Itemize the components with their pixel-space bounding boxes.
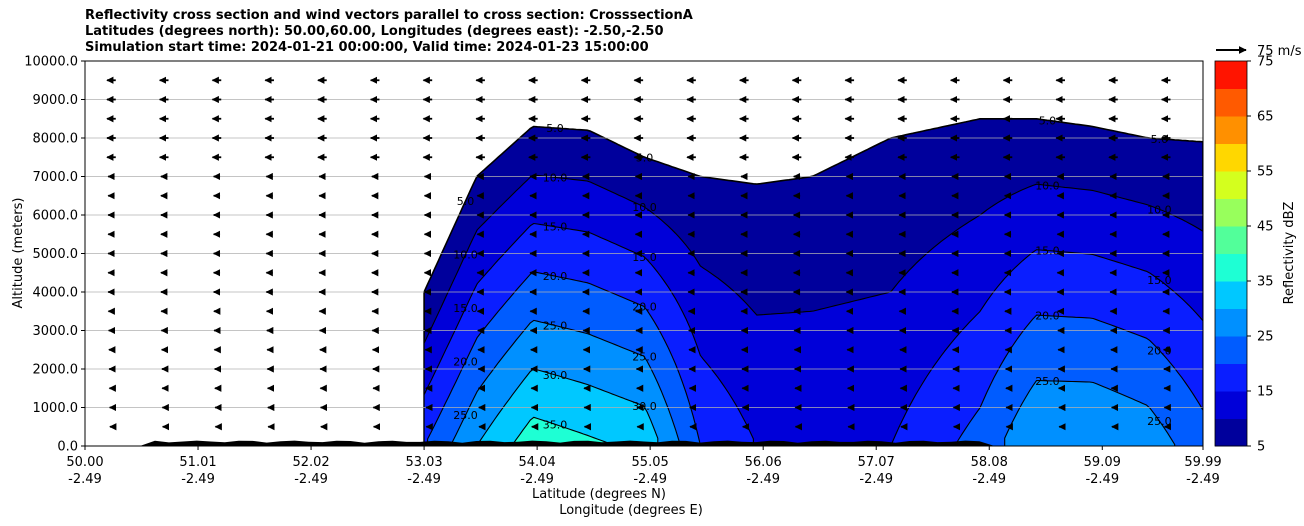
- colorbar-band: [1215, 61, 1247, 89]
- x-tick-label-lon: -2.49: [68, 472, 102, 487]
- colorbar-band: [1215, 226, 1247, 254]
- title-line-1: Reflectivity cross section and wind vect…: [85, 8, 693, 23]
- y-tick-label: 8000.0: [33, 132, 79, 147]
- colorbar-band: [1215, 88, 1247, 117]
- contour-label: 25.0: [453, 409, 478, 422]
- x-tick-label-lat: 56.06: [745, 455, 782, 470]
- colorbar: 5 15 25 35 45 55 65 75: [1214, 55, 1274, 455]
- contour-label: 15.0: [543, 221, 568, 234]
- contour-label: 10.0: [543, 171, 568, 184]
- contour-label: 5.0: [1039, 114, 1057, 127]
- colorbar-band: [1215, 143, 1247, 172]
- x-tick-label-lon: -2.49: [407, 472, 441, 487]
- y-tick-label: 7000.0: [33, 170, 79, 185]
- x-tick-label-lat: 57.07: [858, 455, 895, 470]
- contour-label: 30.0: [632, 400, 657, 413]
- y-tick-label: 9000.0: [33, 93, 79, 108]
- x-tick-label-lat: 52.02: [292, 455, 329, 470]
- wind-vectors: [106, 76, 1172, 431]
- y-tick-label: 10000.0: [24, 55, 78, 70]
- y-axis: 0.0 1000.0 2000.0 3000.0 4000.0 5000.0 6000.0 7…: [24, 55, 85, 455]
- quiver-key: 75 m/s: [1216, 44, 1302, 59]
- x-tick-label-lat: 51.01: [179, 455, 216, 470]
- contour-label: 10.0: [453, 249, 478, 262]
- x-tick-label-lon: -2.49: [1085, 472, 1119, 487]
- y-axis-label: Altitude (meters): [11, 198, 26, 309]
- x-axis: 50.00 -2.49 51.01 -2.49 52.02 -2.49 53.03 -2.49…: [66, 446, 1222, 487]
- colorbar-tick-label: 65: [1257, 110, 1274, 125]
- colorbar-band: [1215, 116, 1247, 144]
- contour-label: 15.0: [1147, 274, 1172, 287]
- x-tick-label-lon: -2.49: [520, 472, 554, 487]
- terrain: [85, 440, 1203, 446]
- x-tick-label-lon: -2.49: [972, 472, 1006, 487]
- reflectivity-fill: [85, 118, 1203, 446]
- x-tick-label-lon: -2.49: [859, 472, 893, 487]
- contour-label: 20.0: [453, 356, 478, 369]
- chart-title: Reflectivity cross section and wind vect…: [85, 8, 693, 56]
- x-tick-label-lat: 54.04: [519, 455, 556, 470]
- x-tick-label-lon: -2.49: [294, 472, 328, 487]
- colorbar-tick-label: 5: [1257, 440, 1265, 455]
- colorbar-tick-label: 35: [1257, 275, 1274, 290]
- y-tick-label: 5000.0: [33, 247, 79, 262]
- x-axis-label-2: Longitude (degrees E): [559, 503, 703, 518]
- contour-label: 35.0: [543, 418, 568, 431]
- y-tick-label: 2000.0: [33, 363, 79, 378]
- y-tick-label: 1000.0: [33, 401, 79, 416]
- title-line-3: Simulation start time: 2024-01-21 00:00:…: [85, 40, 649, 55]
- y-tick-label: 6000.0: [33, 209, 79, 224]
- colorbar-tick-label: 55: [1257, 165, 1274, 180]
- x-tick-label-lon: -2.49: [633, 472, 667, 487]
- colorbar-frame: [1214, 60, 1248, 447]
- contour-label: 5.0: [1151, 133, 1169, 146]
- x-tick-label-lon: -2.49: [746, 472, 780, 487]
- x-tick-label-lon: -2.49: [1186, 472, 1220, 487]
- quiver-key-label: 75 m/s: [1257, 44, 1302, 59]
- colorbar-tick-label: 15: [1257, 385, 1274, 400]
- colorbar-band: [1215, 336, 1247, 364]
- x-tick-label-lat: 50.00: [66, 455, 103, 470]
- x-tick-label-lon: -2.49: [181, 472, 215, 487]
- contour-label: 25.0: [543, 320, 568, 333]
- contour-label: 30.0: [543, 369, 568, 382]
- contour-label: 25.0: [1035, 375, 1060, 388]
- y-tick-label: 4000.0: [33, 286, 79, 301]
- contour-label: 20.0: [1035, 310, 1060, 323]
- colorbar-band: [1215, 281, 1247, 309]
- colorbar-band: [1215, 253, 1247, 282]
- contour-label: 10.0: [632, 201, 657, 214]
- x-tick-label-lat: 59.09: [1084, 455, 1121, 470]
- y-tick-label: 0.0: [57, 440, 78, 455]
- contour-label: 5.0: [546, 122, 564, 135]
- colorbar-tick-label: 75: [1257, 55, 1274, 70]
- colorbar-tick-label: 25: [1257, 330, 1274, 345]
- contour-label: 20.0: [1147, 344, 1172, 357]
- x-tick-label-lat: 58.08: [971, 455, 1008, 470]
- colorbar-band: [1215, 363, 1247, 392]
- y-tick-label: 3000.0: [33, 324, 79, 339]
- colorbar-band: [1215, 171, 1247, 199]
- colorbar-label: Reflectivity dBZ: [1282, 202, 1297, 305]
- contour-label: 10.0: [1035, 179, 1060, 192]
- title-line-2: Latitudes (degrees north): 50.00,60.00, …: [85, 24, 664, 39]
- x-tick-label-lat: 53.03: [405, 455, 442, 470]
- contour-label: 25.0: [632, 350, 657, 363]
- contour-label: 15.0: [453, 302, 478, 315]
- colorbar-tick-label: 45: [1257, 220, 1274, 235]
- colorbar-band: [1215, 198, 1247, 227]
- contour-label: 15.0: [1035, 245, 1060, 258]
- x-tick-label-lat: 59.99: [1184, 455, 1221, 470]
- contour-label: 25.0: [1147, 415, 1172, 428]
- contour-labels: 5.05.05.05.05.010.010.010.010.010.015.01…: [453, 114, 1171, 431]
- contour-label: 20.0: [543, 270, 568, 283]
- colorbar-band: [1215, 308, 1247, 337]
- x-tick-label-lat: 55.05: [632, 455, 669, 470]
- x-axis-label: Latitude (degrees N): [532, 487, 666, 502]
- colorbar-band: [1215, 418, 1247, 447]
- contour-label: 5.0: [457, 195, 475, 208]
- colorbar-band: [1215, 391, 1247, 419]
